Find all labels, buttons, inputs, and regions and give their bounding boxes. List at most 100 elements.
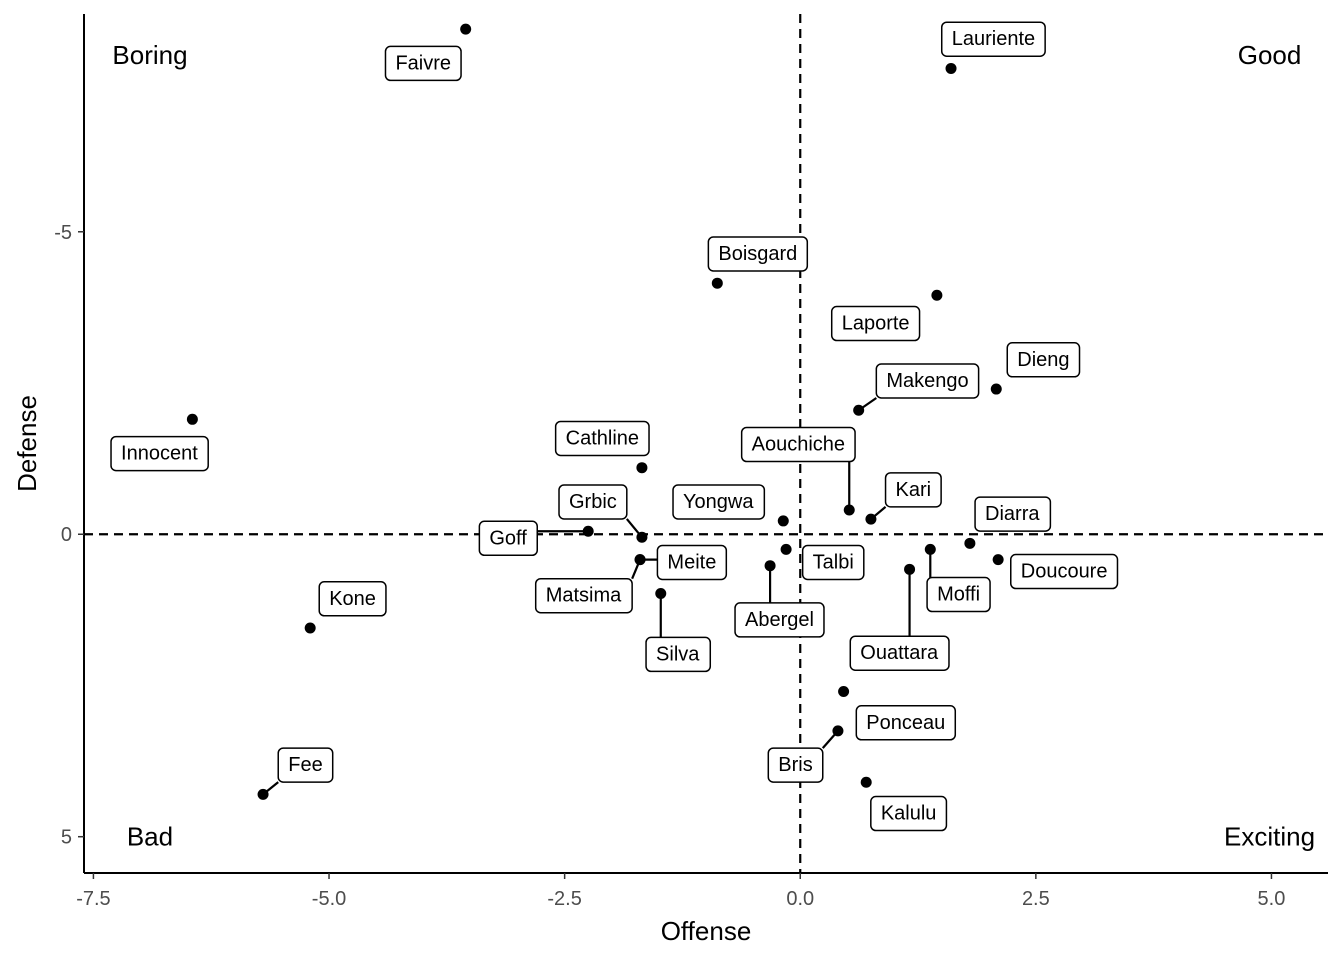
data-point-laporte — [931, 289, 943, 301]
point-label-text: Kalulu — [881, 803, 937, 825]
point-label-diarra: Diarra — [974, 496, 1052, 532]
data-point-bris — [832, 725, 844, 737]
point-label-box — [875, 363, 980, 399]
point-label-faivre: Faivre — [384, 45, 462, 82]
axes: -7.5 -5.0 -2.5 0.0 2.5 5.0 -5 0 5 — [54, 14, 1328, 910]
point-label-text: Doucoure — [1021, 561, 1108, 583]
point-label-text: Laporte — [842, 313, 910, 335]
data-point-makengo — [853, 404, 865, 416]
data-point-doucoure — [992, 554, 1004, 566]
point-label-box — [478, 520, 538, 557]
point-label-box — [849, 635, 950, 671]
point-label-kalulu: Kalulu — [870, 795, 948, 832]
point-label-matsima: Matsima — [534, 577, 633, 614]
point-label-box — [384, 45, 462, 82]
point-label-box — [1010, 553, 1119, 590]
point-label-box — [926, 576, 991, 613]
data-point-yongwa — [777, 515, 789, 527]
point-label-dieng: Dieng — [1006, 342, 1081, 378]
x-tick-label: -2.5 — [547, 888, 581, 910]
data-point-matsima — [634, 554, 646, 566]
data-point-dieng — [990, 383, 1002, 395]
point-label-abergel: Abergel — [734, 602, 825, 638]
point-label-box — [672, 484, 766, 520]
data-point-goff — [582, 525, 594, 537]
point-label-text: Grbic — [569, 491, 617, 513]
reference-lines — [84, 14, 1328, 873]
point-label-box — [740, 426, 856, 463]
point-label-box — [940, 21, 1046, 57]
point-label-text: Kari — [896, 479, 932, 501]
point-label-text: Goff — [489, 527, 527, 549]
point-label-lauriente: Lauriente — [940, 21, 1046, 57]
point-label-text: Fee — [288, 754, 322, 776]
point-label-box — [974, 496, 1052, 532]
point-label-bris: Bris — [767, 747, 824, 783]
y-axis-title: Defense — [12, 395, 42, 492]
point-labels: Faivre Lauriente Boisgard Laporte Dieng Maken… — [110, 21, 1119, 832]
point-label-boisgard: Boisgard — [707, 236, 809, 272]
data-point-kari — [865, 513, 877, 525]
point-label-moffi: Moffi — [926, 576, 991, 613]
point-label-innocent: Innocent — [110, 435, 209, 472]
point-label-goff: Goff — [478, 520, 538, 557]
x-tick-label: -5.0 — [312, 888, 346, 910]
data-point-silva — [655, 588, 667, 600]
data-point-diarra — [964, 537, 976, 549]
point-label-box — [277, 747, 334, 783]
data-point-innocent — [186, 413, 198, 425]
point-label-ouattara: Ouattara — [849, 635, 950, 671]
point-label-text: Lauriente — [952, 28, 1035, 50]
point-label-ponceau: Ponceau — [855, 705, 957, 741]
point-label-fee: Fee — [277, 747, 334, 783]
point-label-text: Ouattara — [860, 642, 939, 664]
point-label-cathline: Cathline — [554, 420, 650, 457]
y-tick-label: -5 — [54, 222, 72, 244]
point-label-text: Innocent — [121, 443, 198, 465]
data-point-ponceau — [838, 686, 850, 698]
point-label-text: Dieng — [1017, 349, 1069, 371]
point-label-laporte: Laporte — [830, 305, 921, 342]
point-label-text: Kone — [329, 588, 376, 610]
point-label-text: Aouchiche — [752, 434, 845, 456]
point-label-text: Moffi — [937, 584, 980, 606]
data-point-ouattara — [904, 563, 916, 575]
label-connectors — [262, 397, 932, 796]
point-label-silva: Silva — [645, 636, 712, 673]
data-points — [186, 23, 1004, 800]
data-point-lauriente — [945, 62, 957, 74]
data-point-cathline — [636, 462, 648, 474]
point-label-text: Meite — [667, 551, 716, 573]
point-label-box — [656, 544, 728, 581]
point-label-box — [884, 472, 942, 508]
x-tick-label: -7.5 — [76, 888, 110, 910]
point-label-box — [1006, 342, 1081, 378]
data-point-kalulu — [860, 776, 872, 788]
point-label-kone: Kone — [318, 581, 387, 617]
point-label-text: Matsima — [546, 585, 622, 607]
point-label-talbi: Talbi — [801, 544, 865, 581]
data-point-fee — [257, 788, 269, 800]
point-label-box — [767, 747, 824, 783]
point-label-grbic: Grbic — [558, 484, 628, 520]
data-point-talbi — [780, 543, 792, 555]
data-point-faivre — [460, 23, 472, 35]
point-label-text: Boisgard — [718, 243, 797, 265]
point-label-box — [318, 581, 387, 617]
x-axis-title: Offense — [661, 916, 752, 946]
point-label-text: Silva — [656, 643, 700, 665]
data-point-moffi — [924, 543, 936, 555]
data-point-grbic — [636, 531, 648, 543]
point-label-text: Yongwa — [683, 491, 754, 513]
point-label-aouchiche: Aouchiche — [740, 426, 856, 463]
quadrant-labels: Boring Good Bad Exciting — [112, 40, 1315, 852]
quadrant-label-bottom-left: Bad — [127, 822, 173, 852]
y-tick-label: 5 — [61, 827, 72, 849]
point-label-kari: Kari — [884, 472, 942, 508]
data-point-boisgard — [711, 277, 723, 289]
point-label-box — [801, 544, 865, 581]
point-label-box — [645, 636, 712, 673]
y-tick-label: 0 — [61, 524, 72, 546]
x-tick-label: 5.0 — [1258, 888, 1286, 910]
